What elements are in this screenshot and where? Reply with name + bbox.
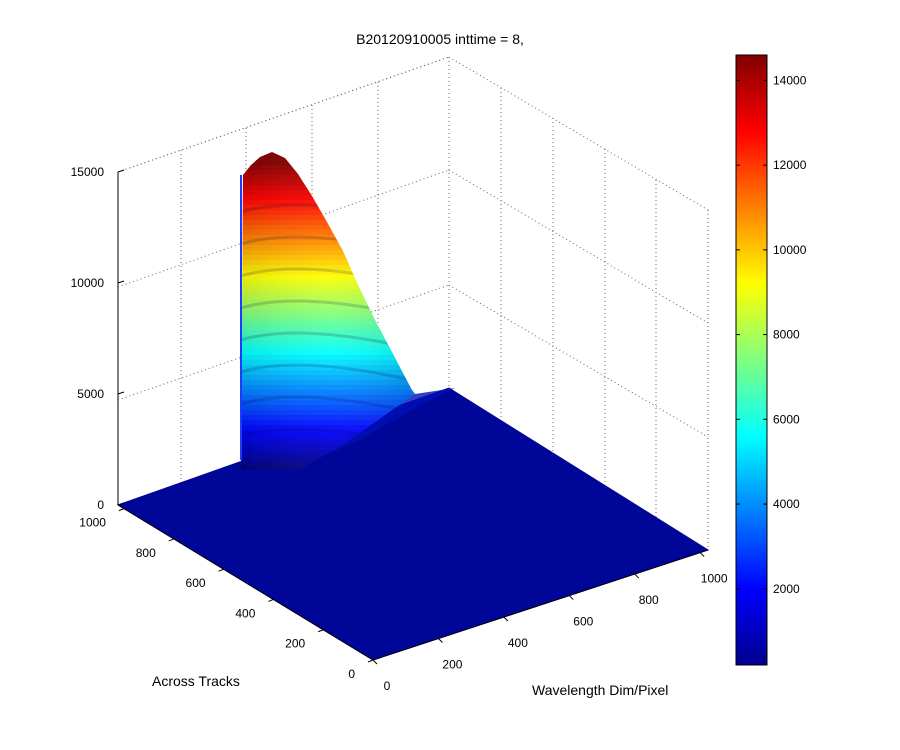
y-tick-mark (268, 598, 274, 602)
x-tick-label: 800 (639, 593, 659, 607)
colorbar-tick-label: 14000 (773, 73, 807, 87)
colorbar-ticks: 2000 4000 6000 8000 10000 12000 14000 (736, 73, 807, 596)
y-axis-label: Across Tracks (152, 673, 240, 689)
x-axis-ticks: 0 200 400 600 800 1000 (372, 552, 728, 693)
colorbar-tick-label: 6000 (773, 412, 800, 426)
colorbar-tick-label: 8000 (773, 328, 800, 342)
z-tick-label: 15000 (71, 165, 105, 179)
axes (117, 172, 709, 661)
y-tick-mark (218, 568, 224, 572)
colorbar-tick-label: 10000 (773, 243, 807, 257)
y-tick-label: 0 (348, 667, 355, 681)
y-tick-label: 200 (285, 637, 305, 651)
surface-floor-shade (118, 388, 708, 660)
x-tick-mark (503, 616, 509, 622)
z-tick-label: 5000 (77, 387, 104, 401)
y-tick-label: 600 (186, 576, 206, 590)
x-tick-label: 0 (384, 679, 391, 693)
x-tick-mark (699, 552, 705, 557)
x-tick-mark (568, 595, 574, 600)
chart-title: B20120910005 inttime = 8, (356, 31, 524, 47)
z-tick-mark (117, 391, 125, 395)
x-tick-mark (372, 659, 378, 665)
y-tick-mark (168, 538, 174, 542)
x-tick-label: 200 (442, 658, 462, 672)
z-tick-mark (117, 280, 125, 284)
z-tick-label: 10000 (71, 276, 105, 290)
z-axis-ticks: 0 5000 10000 15000 (71, 165, 125, 512)
colorbar (735, 54, 768, 666)
x-tick-mark (438, 638, 443, 643)
y-tick-label: 1000 (79, 516, 106, 530)
colorbar-tick-label: 2000 (773, 582, 800, 596)
colorbar-tick-label: 4000 (773, 497, 800, 511)
y-tick-mark (118, 508, 125, 512)
z-tick-mark (117, 502, 125, 506)
y-axis-ticks: 0 200 400 600 800 1000 (79, 508, 374, 681)
y-tick-label: 800 (136, 546, 156, 560)
x-tick-label: 600 (573, 615, 593, 629)
y-tick-label: 400 (235, 606, 255, 620)
y-tick-mark (367, 659, 374, 663)
z-tick-label: 0 (97, 498, 104, 512)
x-tick-mark (634, 573, 640, 579)
x-tick-label: 400 (508, 636, 528, 650)
y-tick-mark (318, 629, 324, 633)
x-tick-label: 1000 (701, 572, 728, 586)
x-axis-label: Wavelength Dim/Pixel (532, 682, 668, 698)
peak-band (241, 152, 415, 156)
z-tick-mark (117, 169, 125, 173)
colorbar-tick-label: 12000 (773, 158, 807, 172)
